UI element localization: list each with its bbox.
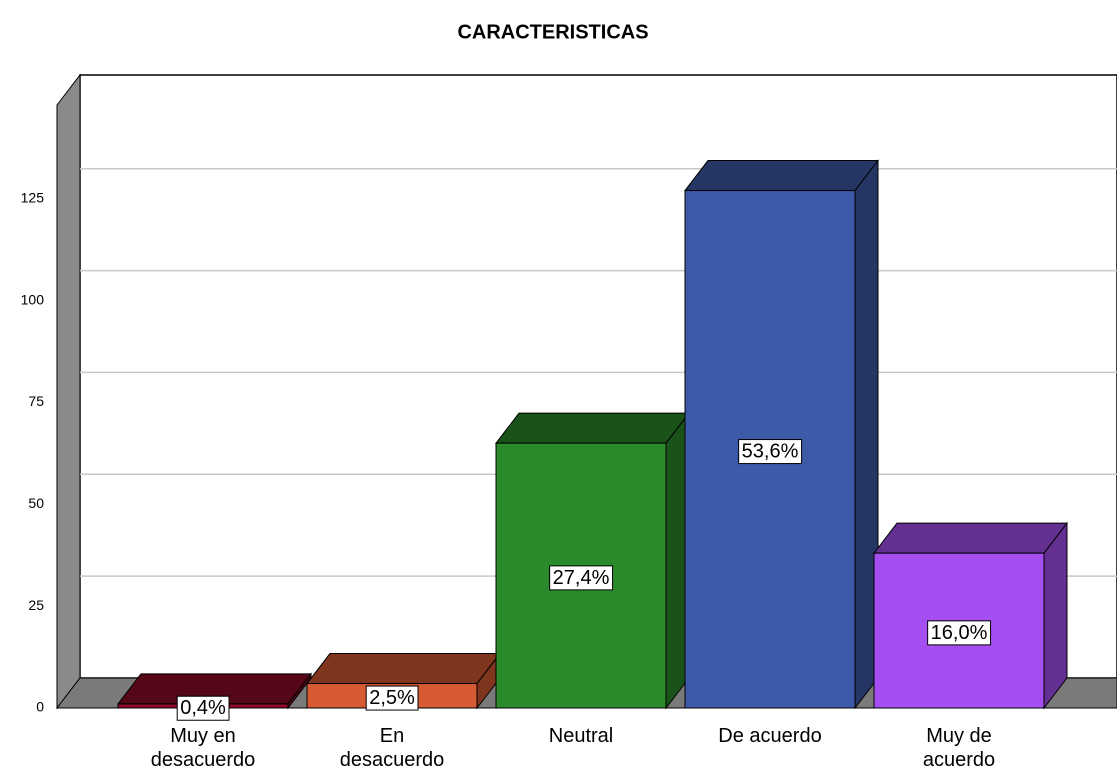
value-label: 27,4% (553, 567, 610, 589)
value-label-box (176, 695, 230, 721)
x-tick-label: Muy de acuerdo (922, 725, 996, 771)
bar-top (872, 522, 1069, 554)
chart-title: CARACTERISTICAS (457, 21, 648, 43)
y-tick-label: 100 (21, 291, 45, 307)
bar-top (494, 412, 691, 444)
left-wall (56, 73, 81, 710)
bar-top (683, 160, 880, 192)
value-label-box (927, 620, 992, 646)
value-label-box (365, 685, 419, 711)
y-tick-label: 0 (36, 699, 44, 715)
value-label-box (549, 565, 614, 591)
value-label: 2,5% (369, 687, 415, 709)
value-label: 16,0% (931, 622, 988, 644)
y-tick-label: 75 (28, 393, 44, 409)
value-label: 0,4% (180, 697, 226, 719)
bar-side (1043, 521, 1068, 710)
y-tick-label: 125 (21, 189, 45, 205)
x-tick-label: De acuerdo (718, 725, 822, 747)
x-tick-label: Neutral (548, 725, 614, 747)
y-tick-label: 50 (28, 495, 44, 511)
y-tick-label: 25 (28, 597, 44, 613)
bar-top (305, 653, 502, 685)
x-tick-label: Muy en desacuerdo (150, 725, 256, 771)
value-label-box (738, 439, 803, 465)
x-tick-label: En desacuerdo (339, 725, 445, 771)
value-label: 53,6% (742, 441, 799, 463)
